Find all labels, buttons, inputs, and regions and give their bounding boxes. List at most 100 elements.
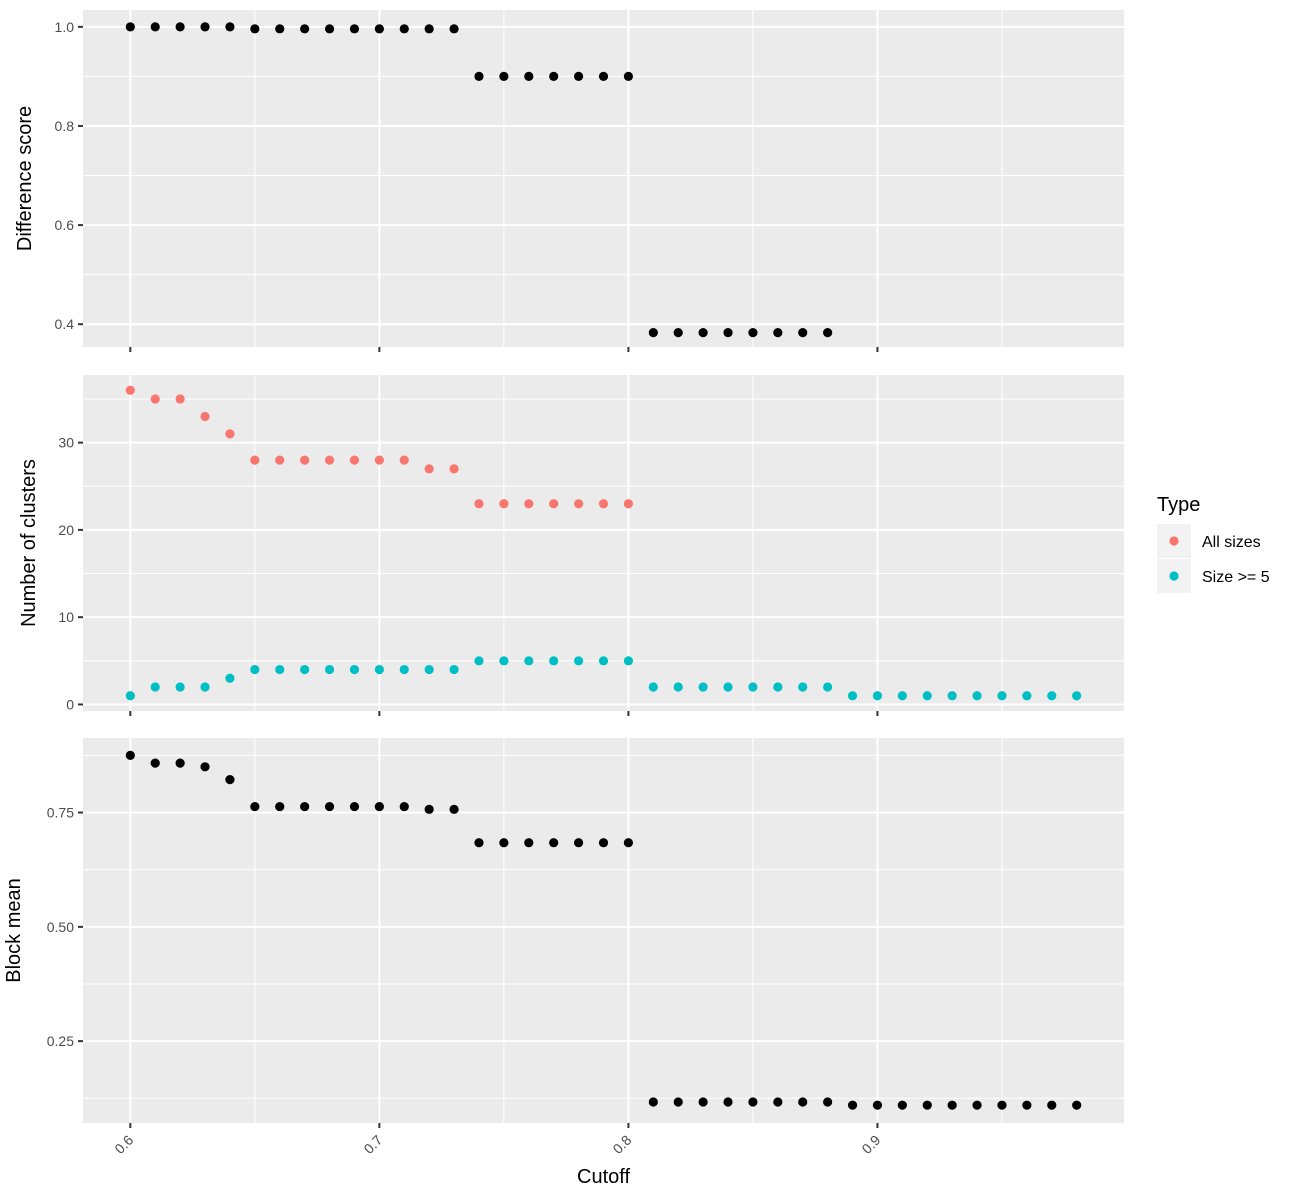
data-point bbox=[623, 656, 634, 666]
data-point bbox=[399, 24, 409, 34]
data-point bbox=[623, 71, 634, 82]
data-point bbox=[449, 804, 459, 814]
data-point bbox=[225, 22, 235, 32]
data-point bbox=[250, 24, 260, 34]
data-point bbox=[648, 328, 658, 338]
data-point bbox=[549, 71, 559, 82]
data-point bbox=[374, 801, 384, 812]
data-point bbox=[773, 682, 783, 692]
y-axis-title: Number of clusters bbox=[18, 459, 40, 627]
data-point bbox=[1072, 1100, 1082, 1110]
data-point bbox=[150, 758, 160, 768]
data-point bbox=[499, 499, 509, 509]
data-point bbox=[200, 682, 210, 692]
data-point bbox=[1072, 691, 1082, 701]
data-point bbox=[723, 682, 733, 692]
y-tick-label: 0.50 bbox=[47, 919, 74, 935]
data-point bbox=[798, 1097, 808, 1107]
y-tick-label: 0.6 bbox=[55, 217, 75, 233]
data-point bbox=[499, 71, 509, 82]
legend-key-point bbox=[1169, 536, 1179, 546]
data-point bbox=[275, 801, 285, 812]
data-point bbox=[499, 838, 509, 848]
y-tick-label: 0 bbox=[66, 696, 74, 712]
data-point bbox=[847, 1100, 858, 1110]
data-point bbox=[798, 682, 808, 692]
legend-key-point bbox=[1169, 571, 1179, 581]
data-point bbox=[200, 411, 210, 422]
data-point bbox=[374, 24, 384, 34]
data-point bbox=[175, 758, 185, 768]
data-point bbox=[474, 838, 484, 848]
data-point bbox=[922, 1100, 932, 1110]
data-point bbox=[673, 328, 683, 338]
data-point bbox=[773, 1097, 783, 1107]
data-point bbox=[449, 464, 459, 474]
data-point bbox=[524, 499, 534, 509]
legend-title: Type bbox=[1157, 494, 1200, 516]
data-point bbox=[399, 664, 409, 675]
data-point bbox=[648, 1097, 658, 1107]
data-point bbox=[748, 682, 758, 692]
data-point bbox=[424, 24, 434, 34]
data-point bbox=[897, 1100, 907, 1110]
data-point bbox=[300, 664, 310, 675]
data-point bbox=[474, 656, 484, 666]
data-point bbox=[225, 673, 235, 683]
data-point bbox=[200, 762, 210, 772]
data-point bbox=[349, 455, 360, 465]
data-point bbox=[324, 801, 335, 812]
data-point bbox=[349, 664, 360, 675]
data-point bbox=[748, 328, 758, 338]
data-point bbox=[524, 838, 534, 848]
data-point bbox=[300, 24, 310, 34]
data-point bbox=[1047, 1100, 1057, 1110]
x-axis-title: Cutoff bbox=[577, 1166, 630, 1188]
data-point bbox=[175, 22, 185, 32]
data-point bbox=[598, 838, 609, 848]
data-point bbox=[125, 22, 135, 32]
data-point bbox=[623, 499, 634, 509]
data-point bbox=[573, 499, 584, 509]
legend-label: All sizes bbox=[1202, 534, 1261, 551]
data-point bbox=[623, 838, 634, 848]
y-tick-label: 30 bbox=[58, 435, 74, 451]
y-tick-label: 0.4 bbox=[55, 316, 75, 332]
data-point bbox=[698, 1097, 708, 1107]
data-point bbox=[823, 328, 833, 338]
data-point bbox=[997, 691, 1007, 701]
y-tick-label: 10 bbox=[58, 609, 74, 625]
data-point bbox=[573, 838, 584, 848]
x-tick-label: 0.7 bbox=[360, 1132, 385, 1157]
data-point bbox=[300, 801, 310, 812]
data-point bbox=[250, 455, 260, 465]
data-point bbox=[424, 804, 434, 814]
data-point bbox=[723, 328, 733, 338]
data-point bbox=[300, 455, 310, 465]
data-point bbox=[598, 71, 609, 82]
data-point bbox=[449, 24, 459, 34]
data-point bbox=[125, 750, 135, 760]
data-point bbox=[250, 664, 260, 675]
data-point bbox=[449, 664, 459, 675]
y-tick-label: 20 bbox=[58, 522, 74, 538]
data-point bbox=[474, 499, 484, 509]
panel-2-background bbox=[83, 375, 1124, 711]
data-point bbox=[474, 71, 484, 82]
data-point bbox=[125, 691, 135, 701]
y-axis-title: Difference score bbox=[14, 106, 36, 251]
legend-label: Size >= 5 bbox=[1202, 569, 1270, 586]
data-point bbox=[275, 24, 285, 34]
data-point bbox=[947, 1100, 957, 1110]
data-point bbox=[549, 499, 559, 509]
data-point bbox=[573, 71, 584, 82]
data-point bbox=[175, 682, 185, 692]
data-point bbox=[922, 691, 932, 701]
data-point bbox=[150, 22, 160, 32]
data-point bbox=[200, 22, 210, 32]
data-point bbox=[673, 1097, 683, 1107]
x-tick-label: 0.9 bbox=[858, 1132, 883, 1157]
data-point bbox=[374, 455, 384, 465]
data-point bbox=[150, 394, 160, 404]
